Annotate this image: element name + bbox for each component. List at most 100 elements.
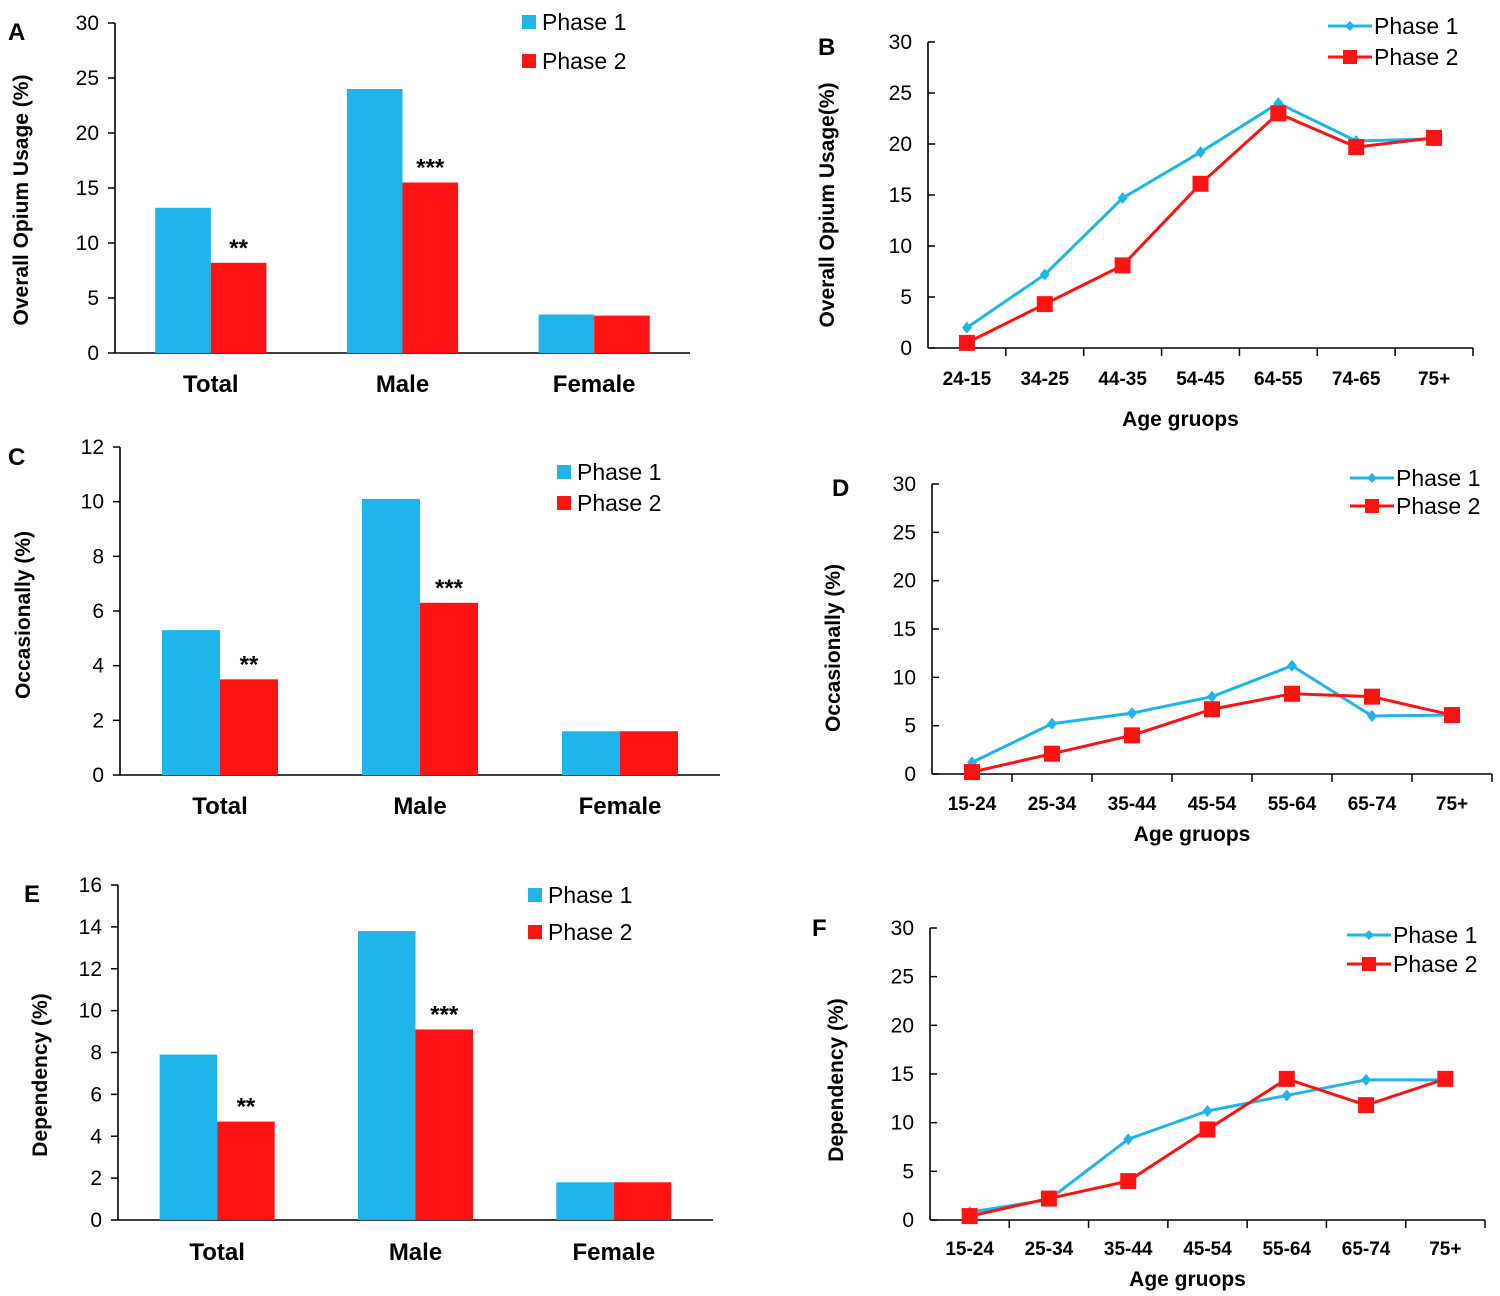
panel-c-bar-chart: 0 2 4 6 8 10 12 Occasionally (%) C Total ** Male ***… <box>8 436 720 820</box>
panel-e-y-tick-label: 8 <box>90 1042 102 1065</box>
panel-c-legend-swatch <box>557 465 571 479</box>
panel-f-point-phase1 <box>1202 1104 1213 1117</box>
panel-e-legend-swatch <box>528 888 542 902</box>
panel-f-point-phase2 <box>961 1208 978 1225</box>
panel-f-point-phase2 <box>1040 1190 1057 1207</box>
panel-c-bar-female-phase1 <box>562 731 620 775</box>
panel-d-y-tick-label: 30 <box>893 473 916 496</box>
panel-d-point-phase1 <box>1047 717 1057 730</box>
panel-e-category-label: Female <box>572 1239 655 1266</box>
panel-f-y-tick-label: 10 <box>891 1112 914 1135</box>
panel-e-legend-label: Phase 2 <box>548 919 632 945</box>
panel-d-point-phase2 <box>1284 685 1300 702</box>
panel-b-y-axis-label: Overall Opium Usage(%) <box>816 82 839 327</box>
panel-c-y-tick-label: 10 <box>81 491 104 514</box>
panel-f-y-tick-label: 5 <box>902 1160 914 1183</box>
panel-f-legend-label: Phase 2 <box>1393 951 1477 977</box>
panel-f-y-tick-label: 20 <box>891 1014 914 1037</box>
panel-d-x-tick-label: 75+ <box>1436 794 1468 815</box>
panel-b-legend-label: Phase 1 <box>1374 13 1458 39</box>
panel-c-bar-female-phase2 <box>620 731 678 775</box>
panel-b-x-tick-label: 44-35 <box>1098 369 1147 390</box>
panel-a-bar-female-phase1 <box>538 314 595 353</box>
panel-f-y-tick-label: 30 <box>891 917 914 940</box>
panel-a-y-tick-label: 20 <box>76 122 99 145</box>
panel-f-x-axis-label: Age gruops <box>1129 1268 1246 1291</box>
panel-b-y-tick-label: 30 <box>889 31 912 54</box>
panel-f-point-phase2 <box>1278 1070 1295 1087</box>
panel-f-line-chart: 0 5 10 15 20 25 30 Dependency (%) F 15-24 25-34 35-… <box>812 915 1486 1291</box>
panel-f-y-tick-label: 15 <box>891 1063 914 1086</box>
panel-e-bar-female-phase2 <box>613 1182 672 1220</box>
panel-a-category-label: Female <box>553 371 636 398</box>
panel-a-y-tick-label: 10 <box>76 232 99 255</box>
panel-f-panel-label: F <box>812 915 827 942</box>
panel-b-y-tick-label: 25 <box>889 82 912 105</box>
panel-a-legend-swatch <box>522 54 536 68</box>
panel-d-y-axis-label: Occasionally (%) <box>822 564 845 732</box>
panel-e-category-label: Male <box>389 1239 442 1266</box>
panel-f-point-phase1 <box>1281 1089 1292 1102</box>
panel-d-point-phase1 <box>1367 710 1377 722</box>
panel-a-y-tick-label: 25 <box>76 67 99 90</box>
panel-f-x-tick-label: 25-34 <box>1025 1239 1074 1260</box>
panel-d-point-phase2 <box>1204 701 1220 718</box>
panel-e-y-tick-label: 16 <box>79 874 102 897</box>
panel-b-x-tick-label: 74-65 <box>1332 369 1381 390</box>
panel-e-y-axis-label: Dependency (%) <box>29 993 52 1156</box>
panel-e-y-tick-label: 2 <box>90 1167 102 1190</box>
panel-d-point-phase1 <box>1287 659 1297 672</box>
panel-a-y-axis-label: Overall Opium Usage (%) <box>10 75 33 326</box>
panel-d-x-tick-label: 45-54 <box>1188 794 1237 815</box>
panel-b-point-phase2 <box>1426 129 1443 146</box>
panel-b-x-tick-label: 64-55 <box>1254 369 1303 390</box>
panel-a-category-label: Total <box>183 371 239 398</box>
panel-d-legend-label: Phase 2 <box>1396 493 1480 519</box>
panel-d-y-tick-label: 5 <box>904 715 916 738</box>
panel-e-y-tick-label: 0 <box>90 1209 102 1232</box>
panel-b-point-phase1 <box>961 321 972 334</box>
panel-f-point-phase2 <box>1358 1097 1375 1114</box>
panel-a-bar-female-phase2 <box>594 315 650 353</box>
panel-d-legend-label: Phase 1 <box>1396 465 1480 491</box>
panel-d-y-tick-label: 20 <box>893 570 916 593</box>
panel-d-legend-marker <box>1365 499 1379 513</box>
panel-a-legend-swatch <box>522 15 536 29</box>
panel-a-significance-marker: ** <box>229 235 248 262</box>
panel-f-x-tick-label: 75+ <box>1429 1239 1461 1260</box>
panel-c-significance-marker: ** <box>240 651 259 678</box>
panel-b-point-phase2 <box>1270 105 1287 122</box>
panel-e-significance-marker: *** <box>430 1001 459 1028</box>
panel-b-point-phase2 <box>1348 139 1365 156</box>
panel-b-legend-marker <box>1343 50 1357 64</box>
panel-a-bar-total-phase1 <box>155 207 211 353</box>
panel-e-bar-male-phase2 <box>415 1029 474 1220</box>
panel-d-x-tick-label: 65-74 <box>1348 794 1397 815</box>
panel-d-point-phase1 <box>1207 690 1217 703</box>
panel-b-point-phase1 <box>1117 192 1128 205</box>
panel-b-legend-marker <box>1345 21 1355 31</box>
panel-b-point-phase2 <box>958 334 975 351</box>
panel-f-y-tick-label: 25 <box>891 966 914 989</box>
panel-d-panel-label: D <box>832 475 849 502</box>
panel-c-y-tick-label: 4 <box>92 655 104 678</box>
panel-c-panel-label: C <box>8 444 25 471</box>
panel-f-x-tick-label: 45-54 <box>1183 1239 1232 1260</box>
panel-c-y-axis-label: Occasionally (%) <box>12 531 35 699</box>
panel-b-point-phase2 <box>1192 175 1209 192</box>
panel-d-point-phase2 <box>1044 745 1060 762</box>
panel-e-y-tick-label: 10 <box>79 1000 102 1023</box>
panel-c-category-label: Total <box>192 793 248 820</box>
panel-e-legend-label: Phase 1 <box>548 882 632 908</box>
panel-a-bar-total-phase2 <box>210 262 267 353</box>
panel-b-y-tick-label: 10 <box>889 235 912 258</box>
panel-d-point-phase1 <box>1127 707 1137 720</box>
panel-b-series-phase1-line <box>966 101 1435 329</box>
panel-f-legend-label: Phase 1 <box>1393 922 1477 948</box>
panel-d-legend-marker <box>1367 473 1377 483</box>
panel-b-x-tick-label: 75+ <box>1418 369 1450 390</box>
panel-a-significance-marker: *** <box>416 155 445 182</box>
panel-b-point-phase1 <box>1039 268 1050 281</box>
panel-b-y-tick-label: 20 <box>889 133 912 156</box>
panel-e-y-tick-label: 6 <box>90 1083 102 1106</box>
